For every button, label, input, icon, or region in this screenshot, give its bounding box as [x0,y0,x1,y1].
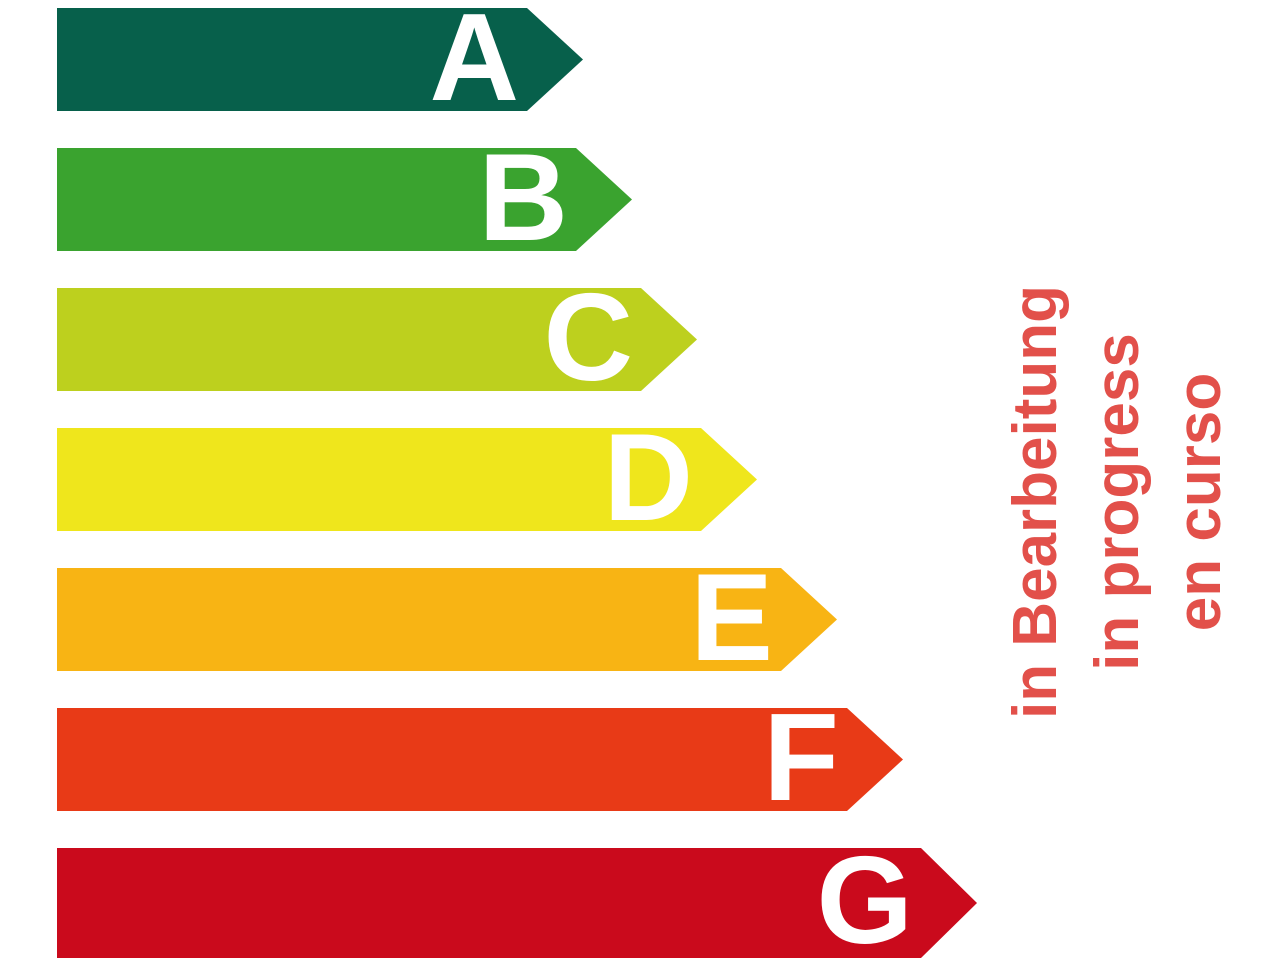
status-line-german: in Bearbeitung [1001,284,1070,720]
band-letter: F [763,688,839,827]
band-letter: C [543,268,633,407]
status-line-english: in progress [1083,333,1152,671]
energy-band-B: B [57,148,632,251]
energy-band-C: C [57,288,697,391]
band-letter: D [603,408,693,547]
energy-band-D: D [57,428,757,531]
energy-band-G: G [57,848,977,958]
band-letter: A [429,0,519,127]
band-letter: E [690,548,773,687]
band-letter: B [478,128,568,267]
energy-band-A: A [57,8,583,111]
energy-band-E: E [57,568,837,671]
status-note: in Bearbeitung in progress en curso [994,232,1242,772]
band-letter: G [816,832,913,960]
status-line-spanish: en curso [1165,372,1234,632]
energy-band-F: F [57,708,903,811]
